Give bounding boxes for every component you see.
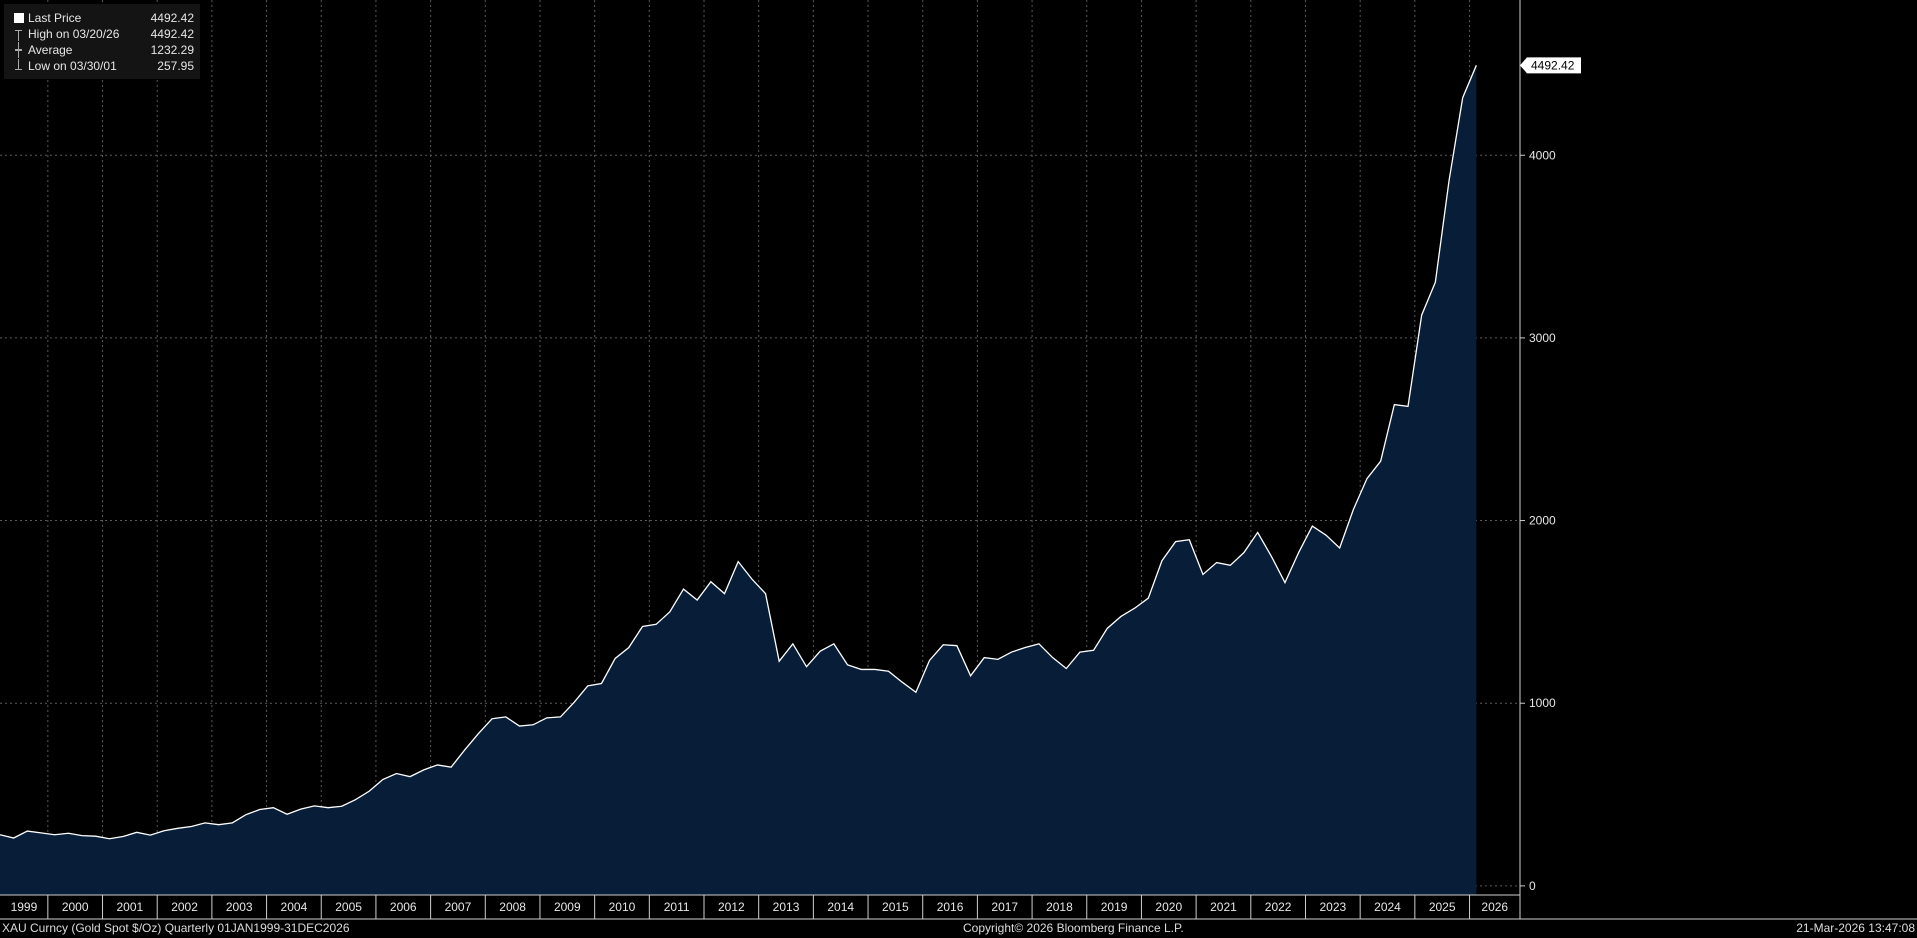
x-tick-label: 2022	[1265, 900, 1292, 914]
x-tick-label: 1999	[11, 900, 38, 914]
last-price-tag	[1520, 57, 1581, 74]
footer-copyright: Copyright© 2026 Bloomberg Finance L.P.	[963, 921, 1184, 935]
x-tick-label: 2002	[171, 900, 198, 914]
x-tick-label: 2006	[390, 900, 417, 914]
footer-security-description: XAU Curncy (Gold Spot $/Oz) Quarterly 01…	[2, 921, 350, 935]
y-tick-label: 4000	[1529, 148, 1556, 162]
x-tick-label: 2016	[937, 900, 964, 914]
x-tick-label: 2025	[1429, 900, 1456, 914]
last-price-tag-label: 4492.42	[1531, 58, 1575, 72]
x-tick-label: 2014	[827, 900, 854, 914]
x-tick-label: 2005	[335, 900, 362, 914]
legend-last-price: Last Price 4492.42	[10, 10, 194, 26]
x-tick-label: 2010	[609, 900, 636, 914]
x-tick-label: 2013	[773, 900, 800, 914]
legend-high-label: High on 03/20/26	[28, 27, 120, 41]
legend-low-value: 257.95	[157, 59, 194, 73]
y-tick-label: 2000	[1529, 514, 1556, 528]
legend-average-value: 1232.29	[150, 43, 194, 57]
x-tick-label: 2012	[718, 900, 745, 914]
legend-box: Last Price 4492.42 High on 03/20/26 4492…	[4, 4, 200, 79]
x-axis-ticks: 1999 2000 2001 2002 2003 2004 2005 2006 2007 2008…	[11, 895, 1508, 919]
legend-low-label: Low on 03/30/01	[28, 59, 117, 73]
high-marker-icon	[10, 26, 28, 42]
legend-high: High on 03/20/26 4492.42	[10, 26, 194, 42]
x-tick-label: 2004	[281, 900, 308, 914]
x-tick-label: 2015	[882, 900, 909, 914]
x-tick-label: 2001	[117, 900, 144, 914]
y-tick-label: 1000	[1529, 696, 1556, 710]
x-tick-label: 2021	[1210, 900, 1237, 914]
x-tick-label: 2019	[1101, 900, 1128, 914]
average-marker-icon	[10, 42, 28, 58]
legend-last-price-label: Last Price	[28, 11, 82, 25]
y-tick-label: 0	[1529, 879, 1536, 893]
legend-high-value: 4492.42	[150, 27, 194, 41]
footer-timestamp: 21-Mar-2026 13:47:08	[1796, 921, 1915, 935]
price-area	[0, 65, 1477, 895]
x-tick-label: 2018	[1046, 900, 1073, 914]
legend-average: Average 1232.29	[10, 42, 194, 58]
x-tick-label: 2003	[226, 900, 253, 914]
x-tick-label: 2009	[554, 900, 581, 914]
x-tick-label: 2024	[1374, 900, 1401, 914]
x-tick-label: 2026	[1481, 900, 1508, 914]
price-line	[0, 65, 1477, 840]
last-price-square-icon	[10, 10, 28, 26]
x-tick-label: 2017	[991, 900, 1018, 914]
x-tick-label: 2008	[499, 900, 526, 914]
x-tick-label: 2000	[62, 900, 89, 914]
x-tick-label: 2023	[1319, 900, 1346, 914]
last-price-marker: 4492.42	[1520, 57, 1581, 74]
legend-average-label: Average	[28, 43, 73, 57]
x-tick-label: 2011	[664, 900, 690, 914]
y-axis-ticks: 0 1000 2000 3000 4000	[1520, 148, 1556, 893]
y-tick-label: 3000	[1529, 331, 1556, 345]
footer-bar: XAU Curncy (Gold Spot $/Oz) Quarterly 01…	[0, 919, 1917, 938]
legend-low: Low on 03/30/01 257.95	[10, 58, 194, 74]
x-tick-label: 2020	[1155, 900, 1182, 914]
low-marker-icon	[10, 58, 28, 74]
legend-last-price-value: 4492.42	[150, 11, 194, 25]
x-tick-label: 2007	[445, 900, 472, 914]
